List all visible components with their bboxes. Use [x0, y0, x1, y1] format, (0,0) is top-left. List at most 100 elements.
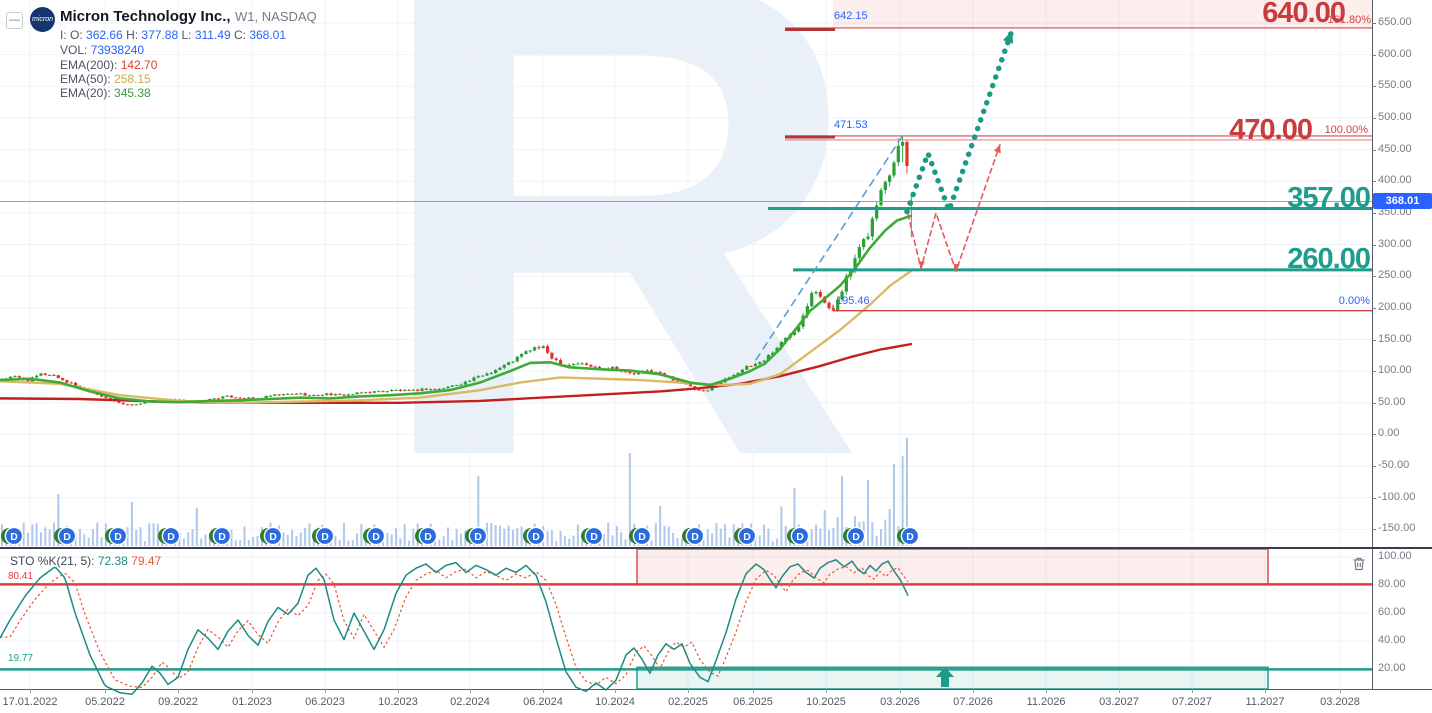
- dividend-badge-icon[interactable]: [212, 526, 232, 546]
- candle-body: [320, 394, 325, 396]
- volume-bar: [135, 530, 138, 546]
- time-axis-label[interactable]: 11.2026: [1026, 696, 1066, 708]
- price-axis-tick[interactable]: 600.00: [1378, 47, 1412, 60]
- price-axis-tick[interactable]: 250.00: [1378, 269, 1412, 282]
- time-axis-label[interactable]: 10.2023: [378, 696, 418, 708]
- price-axis-tick[interactable]: 300.00: [1378, 237, 1412, 250]
- delete-indicator-icon[interactable]: [1350, 555, 1368, 573]
- dividend-badge-icon[interactable]: [737, 526, 757, 546]
- oversold-zone-box[interactable]: [636, 666, 1269, 690]
- candle-body: [342, 394, 346, 396]
- candle-body: [558, 360, 563, 365]
- volume-bar: [702, 539, 705, 546]
- sto-axis-tick[interactable]: 20.00: [1378, 662, 1406, 674]
- time-axis-label[interactable]: 03.2026: [880, 696, 920, 708]
- sto-k-value: 72.38: [97, 554, 128, 568]
- price-axis-tick[interactable]: 150.00: [1378, 332, 1412, 345]
- price-axis-tickmark: [1372, 529, 1376, 531]
- price-axis-tick[interactable]: 650.00: [1378, 16, 1412, 28]
- dividend-badge-icon[interactable]: [57, 526, 77, 546]
- symbol-title[interactable]: Micron Technology Inc.,: [60, 8, 231, 25]
- dividend-badge-icon[interactable]: [846, 526, 866, 546]
- time-axis-label[interactable]: 07.2027: [1172, 696, 1212, 708]
- volume-bar: [892, 464, 895, 546]
- price-axis-tick[interactable]: 500.00: [1378, 110, 1412, 123]
- price-axis-tick[interactable]: -100.00: [1378, 490, 1416, 503]
- time-axis-label[interactable]: 02.2024: [450, 696, 490, 708]
- time-axis-label[interactable]: 01.2023: [232, 696, 272, 708]
- dividend-badge-icon[interactable]: [584, 526, 604, 546]
- volume-bar: [732, 524, 735, 546]
- time-axis-label[interactable]: 06.2025: [733, 696, 773, 708]
- time-axis-label[interactable]: 02.2025: [668, 696, 708, 708]
- sto-axis-tick[interactable]: 60.00: [1378, 606, 1406, 618]
- dividend-badge-icon[interactable]: [685, 526, 705, 546]
- volume-bar: [451, 540, 454, 546]
- volume-bar: [719, 528, 722, 546]
- time-axis-label[interactable]: 07.2026: [953, 696, 993, 708]
- time-axis-label[interactable]: 03.2027: [1099, 696, 1139, 708]
- volume-bar: [810, 529, 813, 546]
- dividend-badge-icon[interactable]: [366, 526, 386, 546]
- time-axis-label[interactable]: 17.01.2022: [2, 696, 58, 708]
- ema200-row: EMA(200): 142.70: [60, 58, 158, 72]
- price-axis-tick[interactable]: 400.00: [1378, 174, 1412, 187]
- time-axis-label[interactable]: 06.2023: [305, 696, 345, 708]
- time-axis-label[interactable]: 10.2024: [595, 696, 635, 708]
- volume-bar: [44, 527, 47, 546]
- sto-axis-tick[interactable]: 100.00: [1378, 550, 1412, 562]
- price-axis-tick[interactable]: 450.00: [1378, 142, 1412, 155]
- time-axis-label[interactable]: 03.2028: [1320, 696, 1360, 708]
- sto-axis-tick[interactable]: 80.00: [1378, 578, 1406, 590]
- open-value: 362.66: [86, 28, 123, 42]
- price-axis-tick[interactable]: 100.00: [1378, 364, 1412, 377]
- time-axis-label[interactable]: 10.2025: [806, 696, 846, 708]
- pane-separator[interactable]: [0, 547, 1432, 549]
- dividend-badge-icon[interactable]: [632, 526, 652, 546]
- price-axis-tick[interactable]: 50.00: [1378, 395, 1406, 408]
- sto-axis-tick[interactable]: 40.00: [1378, 634, 1406, 646]
- dividend-badge-icon[interactable]: [790, 526, 810, 546]
- candle-body: [420, 388, 424, 391]
- dividend-badge-icon[interactable]: [468, 526, 488, 546]
- price-axis-tick[interactable]: -150.00: [1378, 522, 1416, 535]
- dividend-badge-icon[interactable]: [900, 526, 920, 546]
- dividend-badge-icon[interactable]: [161, 526, 181, 546]
- low-value: 311.49: [194, 28, 231, 42]
- volume-bar: [498, 525, 501, 546]
- dividend-badge-icon[interactable]: [263, 526, 283, 546]
- volume-bar: [26, 532, 29, 546]
- candle-body: [498, 367, 502, 370]
- candle-body: [905, 142, 909, 167]
- candle-body: [429, 389, 433, 391]
- volume-bar: [841, 476, 844, 546]
- collapse-legend-button[interactable]: —: [6, 12, 23, 29]
- time-axis-label[interactable]: 06.2024: [523, 696, 563, 708]
- dividend-badge-icon[interactable]: [108, 526, 128, 546]
- price-axis-tick[interactable]: 550.00: [1378, 79, 1412, 92]
- dividend-badge-icon[interactable]: [4, 526, 24, 546]
- price-axis-tickmark: [1372, 212, 1376, 214]
- price-axis-tick[interactable]: 200.00: [1378, 300, 1412, 313]
- dividend-badge-letter: D: [10, 531, 18, 543]
- stochastic-legend[interactable]: STO %K(21, 5): 72.38 79.47: [10, 554, 162, 568]
- price-axis-tick[interactable]: -50.00: [1378, 459, 1410, 472]
- dividend-badge-icon[interactable]: [315, 526, 335, 546]
- dividend-badge-icon[interactable]: [418, 526, 438, 546]
- candle-body: [48, 374, 52, 376]
- candle-body: [753, 363, 758, 367]
- time-axis-tickmark: [688, 689, 689, 693]
- time-axis-label[interactable]: 09.2022: [158, 696, 198, 708]
- dividend-badge-icon[interactable]: [526, 526, 546, 546]
- candle-body: [636, 372, 641, 375]
- current-price-badge: 368.01: [1373, 193, 1432, 210]
- price-axis-border[interactable]: [1372, 0, 1373, 689]
- volume-bar: [438, 539, 441, 546]
- overbought-zone-box[interactable]: [636, 548, 1269, 586]
- candle-body: [541, 346, 545, 349]
- price-axis-tick[interactable]: 0.00: [1378, 427, 1400, 440]
- time-axis-label[interactable]: 05.2022: [85, 696, 125, 708]
- time-axis-border[interactable]: [0, 689, 1432, 690]
- time-axis-label[interactable]: 11.2027: [1245, 696, 1285, 708]
